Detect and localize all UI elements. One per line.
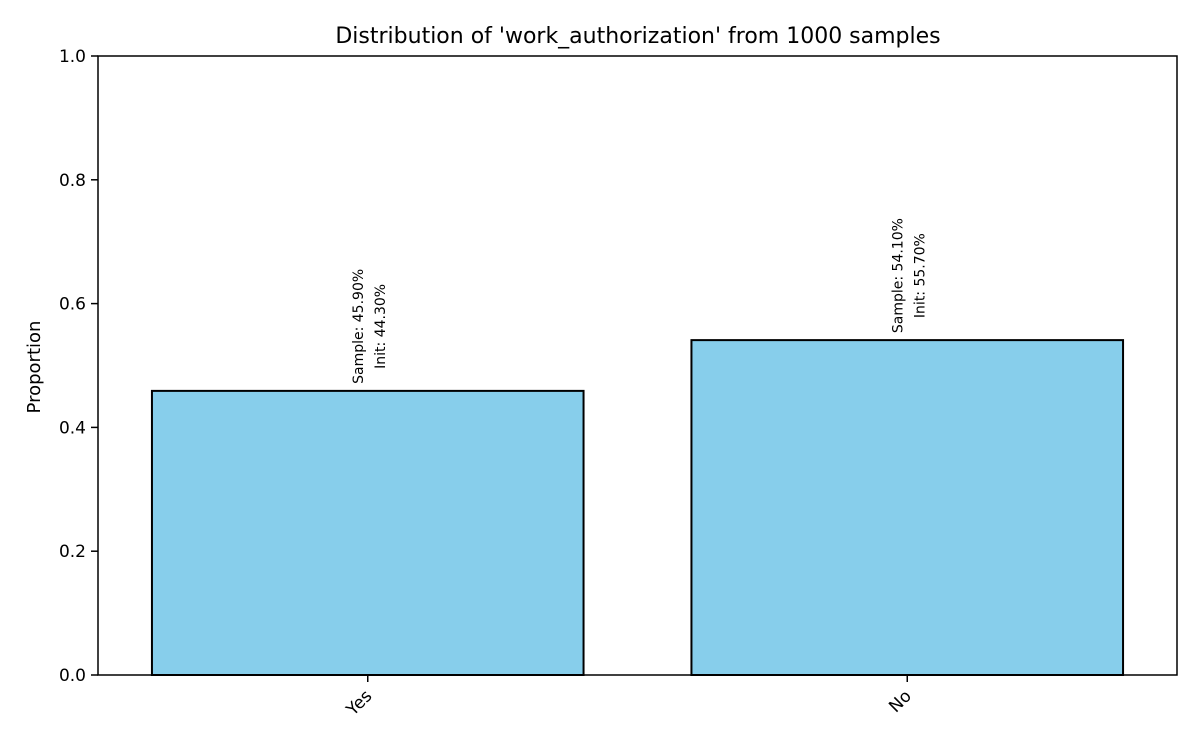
- chart-title: Distribution of 'work_authorization' fro…: [335, 24, 940, 49]
- x-tick-label-no: No: [885, 686, 915, 716]
- bar-annotation-sample: Sample: 45.90%: [351, 269, 367, 384]
- y-tick-label: 0.4: [59, 418, 86, 438]
- y-tick-label: 0.2: [59, 542, 86, 562]
- bar-no: [690, 339, 1125, 676]
- bar-annotation-no: Sample: 54.10% Init: 55.70%: [890, 218, 928, 333]
- y-tick-label: 0.8: [59, 171, 86, 191]
- x-tick-label-yes: Yes: [342, 686, 376, 720]
- bar-annotation-init: Init: 44.30%: [373, 284, 389, 369]
- bar-annotation-yes: Sample: 45.90% Init: 44.30%: [351, 269, 389, 384]
- y-tick-label: 0.0: [59, 666, 86, 686]
- y-tick-label: 1.0: [59, 47, 86, 67]
- y-axis-label: Proportion: [24, 321, 45, 414]
- bar-yes: [150, 389, 585, 676]
- plot-area: Sample: 45.90% Init: 44.30% Sample: 54.10%…: [59, 47, 1178, 721]
- bar-annotation-sample: Sample: 54.10%: [890, 218, 906, 333]
- y-tick-label: 0.6: [59, 295, 86, 315]
- bar-annotation-init: Init: 55.70%: [912, 233, 928, 318]
- axes-frame: [97, 55, 1178, 676]
